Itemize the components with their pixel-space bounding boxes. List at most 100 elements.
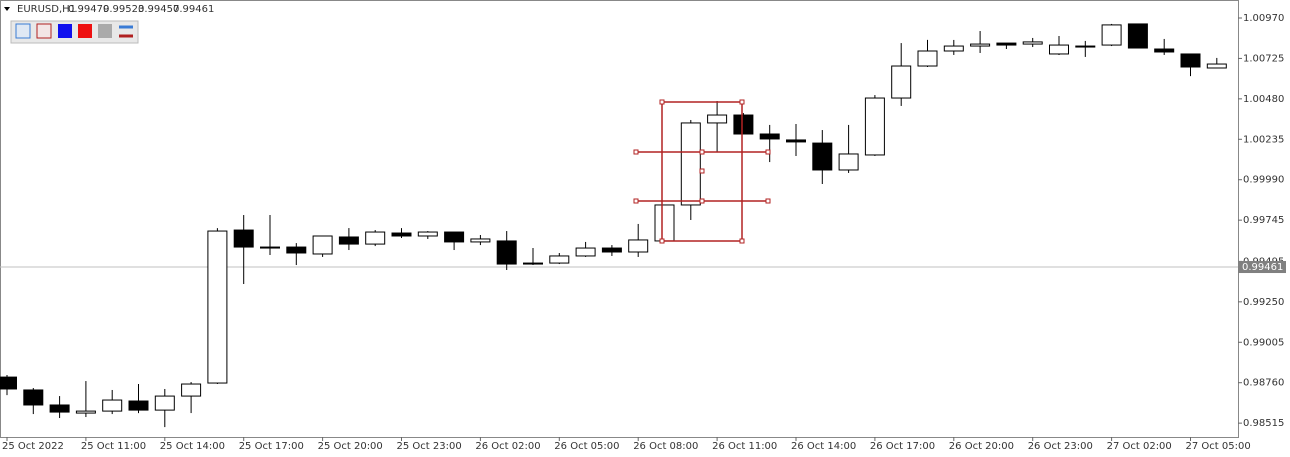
handle[interactable] — [765, 198, 771, 204]
candle-body — [523, 262, 543, 265]
price-label-bg — [1238, 261, 1286, 274]
tool-button[interactable] — [78, 24, 92, 38]
header-value: 0.99461 — [173, 4, 214, 15]
handle[interactable] — [633, 149, 639, 155]
candle-body — [102, 399, 123, 412]
candle-body — [1154, 48, 1175, 53]
x-tick-label: 25 Oct 2022 — [2, 441, 64, 452]
candle-body — [233, 229, 254, 248]
candle-body — [444, 231, 465, 243]
price-label: 0.99461 — [1242, 262, 1283, 273]
handle[interactable] — [633, 198, 639, 204]
candle-body — [23, 389, 44, 406]
candle-body — [1206, 63, 1227, 69]
y-tick-label: 0.99745 — [1243, 215, 1284, 226]
toolbar — [10, 20, 139, 44]
x-tick-label: 26 Oct 08:00 — [633, 441, 698, 452]
candle-body — [128, 400, 149, 411]
candle-body — [391, 232, 412, 237]
header-value: 0.99457 — [138, 4, 179, 15]
handle[interactable] — [739, 99, 745, 105]
handle[interactable] — [739, 238, 745, 244]
candle-body — [575, 247, 596, 257]
candle-body — [154, 395, 175, 411]
tool-button[interactable] — [98, 24, 112, 38]
x-tick-label: 26 Oct 17:00 — [870, 441, 935, 452]
header-value: 0.99479 — [68, 4, 109, 15]
candle-body — [338, 236, 359, 245]
candle-body — [49, 404, 70, 413]
drawn-rectangle[interactable] — [661, 101, 743, 242]
candle-body — [1101, 24, 1122, 46]
candle-body — [786, 139, 806, 143]
tool-button[interactable] — [36, 23, 52, 39]
x-tick-label: 26 Oct 23:00 — [1028, 441, 1093, 452]
handle[interactable] — [699, 198, 705, 204]
x-tick-label: 26 Oct 20:00 — [949, 441, 1014, 452]
x-tick-label: 25 Oct 14:00 — [160, 441, 225, 452]
candle-body — [207, 230, 228, 384]
candle-body — [838, 153, 859, 171]
candle-body — [181, 383, 202, 397]
candle-body — [891, 65, 912, 99]
drawn-object[interactable] — [633, 99, 771, 244]
handle[interactable] — [659, 238, 665, 244]
tool-button[interactable] — [15, 23, 31, 39]
candle-body — [312, 235, 333, 255]
y-tick-label: 0.99250 — [1243, 297, 1284, 308]
candle-body — [759, 133, 780, 140]
candle-body — [1180, 53, 1201, 68]
x-tick-label: 25 Oct 23:00 — [397, 441, 462, 452]
menu-arrow[interactable] — [4, 7, 10, 11]
candle-body — [680, 122, 701, 206]
candle-body — [1049, 44, 1069, 55]
candle-body — [0, 376, 17, 390]
candle-body — [654, 204, 675, 242]
candle-body — [1127, 23, 1148, 49]
x-tick-label: 26 Oct 14:00 — [791, 441, 856, 452]
candle-body — [1022, 41, 1043, 45]
x-tick-label: 25 Oct 20:00 — [318, 441, 383, 452]
candle-body — [365, 231, 386, 245]
handle[interactable] — [699, 149, 705, 155]
plot-frame — [0, 0, 1239, 438]
x-tick-label: 27 Oct 02:00 — [1107, 441, 1172, 452]
candle-body — [864, 97, 885, 156]
handle[interactable] — [765, 149, 771, 155]
y-tick-label: 1.00970 — [1243, 13, 1284, 24]
candle-body — [496, 240, 517, 265]
y-tick-label: 0.98515 — [1243, 418, 1284, 429]
x-tick-label: 26 Oct 11:00 — [712, 441, 777, 452]
candle-body — [917, 50, 938, 67]
x-tick-label: 26 Oct 05:00 — [554, 441, 619, 452]
y-tick-label: 0.98760 — [1243, 378, 1284, 389]
candle-body — [286, 246, 307, 254]
header-value: 0.99523 — [103, 4, 144, 15]
tool-button[interactable] — [58, 24, 72, 38]
symbol-label: EURUSD,H1 — [17, 4, 76, 15]
x-tick-label: 27 Oct 05:00 — [1186, 441, 1251, 452]
candle-body — [812, 142, 833, 171]
y-tick-label: 1.00235 — [1243, 134, 1284, 145]
candle-body — [1075, 45, 1096, 48]
x-tick-label: 25 Oct 17:00 — [239, 441, 304, 452]
y-tick-label: 0.99005 — [1243, 337, 1284, 348]
candle-body — [601, 247, 622, 253]
candle-body — [970, 43, 991, 47]
candle-body — [260, 246, 280, 249]
candle-body — [549, 255, 570, 264]
candle-body — [417, 231, 438, 237]
y-tick-label: 1.00725 — [1243, 53, 1284, 64]
handle[interactable] — [699, 168, 705, 174]
y-tick-label: 1.00480 — [1243, 94, 1284, 105]
candle-body — [733, 114, 754, 135]
y-tick-label: 0.99990 — [1243, 175, 1284, 186]
candle-body — [470, 238, 491, 243]
x-tick-label: 26 Oct 02:00 — [475, 441, 540, 452]
candle-body — [75, 410, 96, 414]
x-tick-label: 25 Oct 11:00 — [81, 441, 146, 452]
candle-body — [707, 114, 728, 124]
handle[interactable] — [659, 99, 665, 105]
candle-body — [943, 45, 964, 52]
